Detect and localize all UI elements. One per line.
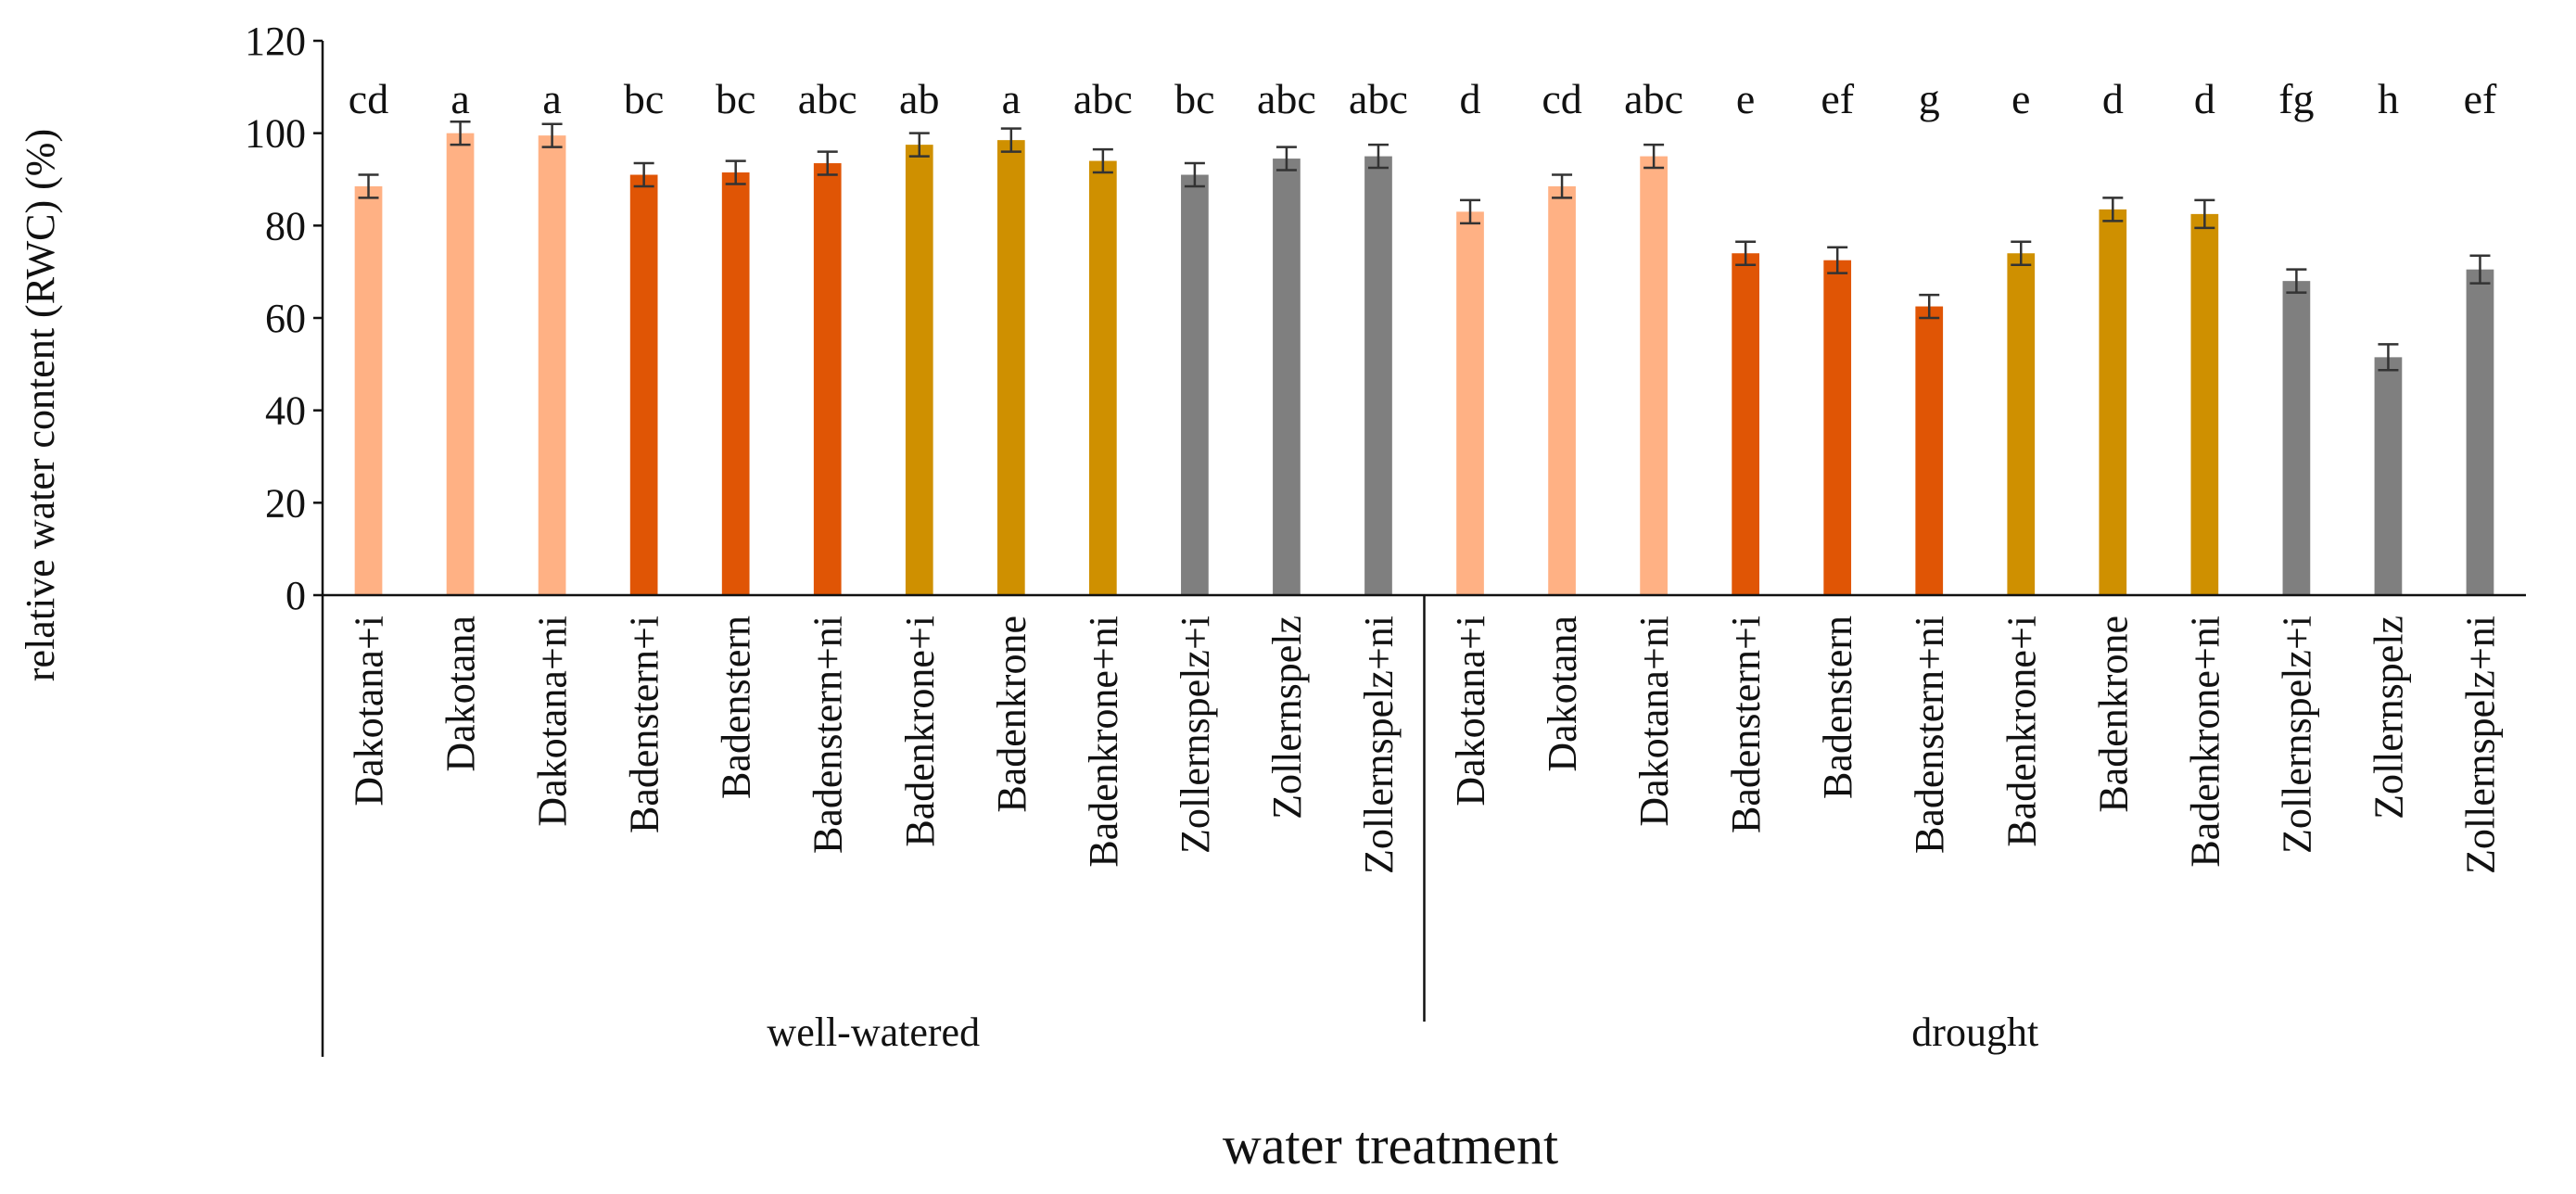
category-label: Badenkrone+ni <box>1081 616 1126 868</box>
category-label: Zollernspelz+ni <box>1356 616 1402 874</box>
y-tick-label: 20 <box>265 480 306 526</box>
bar-drought-Dakotana+i <box>1456 211 1484 595</box>
bar-drought-Dakotana <box>1548 185 1576 595</box>
category-label: Badenkrone+i <box>1999 616 2044 847</box>
category-label: Badenkrone <box>989 616 1034 813</box>
bar-well-watered-Zollernspelz+ni <box>1364 156 1392 596</box>
bar-well-watered-Dakotana <box>446 133 475 595</box>
category-label: Dakotana+ni <box>530 616 576 827</box>
significance-letter: d <box>2102 75 2124 122</box>
bar-well-watered-Dakotana+ni <box>538 135 566 596</box>
significance-letter: abc <box>1624 75 1683 122</box>
significance-letter: d <box>2194 75 2215 122</box>
bar-well-watered-Badenstern+i <box>629 174 658 595</box>
bar-well-watered-Zollernspelz+i <box>1181 174 1209 595</box>
significance-letter: ab <box>899 75 939 122</box>
category-label: Badenkrone+ni <box>2182 616 2227 868</box>
bar-well-watered-Badenkrone+ni <box>1088 160 1117 596</box>
bar-well-watered-Badenstern+ni <box>813 163 842 595</box>
significance-letter: ef <box>1821 75 1854 122</box>
y-tick-label: 40 <box>265 388 306 434</box>
bar-well-watered-Badenkrone+i <box>905 145 933 595</box>
category-label: Dakotana <box>1540 616 1585 772</box>
significance-letter: bc <box>624 75 664 122</box>
category-label: Badenkrone+i <box>897 616 943 847</box>
category-label: Zollernspelz+ni <box>2457 616 2503 874</box>
significance-letter: d <box>1460 75 1481 122</box>
category-label: Zollernspelz <box>2366 616 2411 819</box>
bar-drought-Zollernspelz+ni <box>2466 269 2494 595</box>
y-tick-label: 100 <box>245 111 306 157</box>
bar-drought-Zollernspelz+i <box>2282 281 2311 595</box>
bar-drought-Badenstern <box>1823 260 1852 595</box>
bars: cd a a bc bc abc ab a abc bc abc abc d cd abc e ef g e d d fg… <box>349 75 2497 596</box>
y-tick-label: 80 <box>265 203 306 248</box>
bar-drought-Badenkrone <box>2099 209 2127 595</box>
y-tick-label: 120 <box>245 19 306 64</box>
category-label: Zollernspelz+i <box>1173 616 1218 854</box>
y-axis: 0 20 40 60 80 100 120 <box>245 19 324 618</box>
y-tick-label: 0 <box>286 573 306 618</box>
significance-letter: abc <box>1257 75 1316 122</box>
y-tick-label: 60 <box>265 296 306 341</box>
significance-letter: abc <box>1073 75 1133 122</box>
bar-drought-Badenstern+ni <box>1915 306 1944 595</box>
significance-letter: abc <box>798 75 857 122</box>
significance-letter: cd <box>1542 75 1581 122</box>
group-label-well-watered: well-watered <box>767 1010 980 1055</box>
category-label: Badenstern <box>1815 616 1860 799</box>
significance-letter: g <box>1919 75 1940 122</box>
y-axis-title: relative water content (RWC) (%) <box>18 129 63 681</box>
category-label: Badenstern <box>714 616 759 799</box>
bar-drought-Zollernspelz <box>2374 357 2403 595</box>
category-label: Badenstern+ni <box>806 616 851 854</box>
significance-letter: bc <box>1174 75 1214 122</box>
significance-letter: a <box>450 75 469 122</box>
bar-well-watered-Badenkrone <box>996 140 1025 595</box>
significance-letter: ef <box>2464 75 2497 122</box>
category-label: Dakotana+i <box>1448 616 1493 807</box>
significance-letter: fg <box>2278 75 2314 122</box>
category-label: Zollernspelz <box>1264 616 1310 819</box>
bar-drought-Badenkrone+i <box>2007 253 2036 595</box>
category-label: Badenstern+i <box>622 616 667 833</box>
significance-letter: a <box>542 75 561 122</box>
bar-drought-Dakotana+ni <box>1640 156 1668 596</box>
bar-drought-Badenstern+i <box>1732 253 1760 595</box>
category-label: Badenkrone <box>2090 616 2136 813</box>
group-label-drought: drought <box>1911 1010 2038 1055</box>
category-label: Badenstern+i <box>1723 616 1769 833</box>
bar-well-watered-Badenstern <box>721 172 750 595</box>
significance-letter: cd <box>349 75 388 122</box>
significance-letter: h <box>2378 75 2399 122</box>
significance-letter: e <box>1736 75 1755 122</box>
category-label: Zollernspelz+i <box>2274 616 2319 854</box>
bar-drought-Badenkrone+ni <box>2190 213 2219 595</box>
category-label: Badenstern+ni <box>1907 616 1952 854</box>
bar-well-watered-Dakotana+i <box>354 185 383 595</box>
bar-well-watered-Zollernspelz <box>1273 159 1301 595</box>
x-axis-title: water treatment <box>1223 1115 1558 1175</box>
significance-letter: a <box>1002 75 1021 122</box>
category-label: Dakotana+ni <box>1631 616 1677 827</box>
category-label: Dakotana+i <box>347 616 392 807</box>
x-axis: Dakotana+i Dakotana Dakotana+ni Badenstern+… <box>321 593 2526 1057</box>
significance-letter: bc <box>716 75 755 122</box>
significance-letter: abc <box>1349 75 1408 122</box>
category-label: Dakotana <box>438 616 484 772</box>
significance-letter: e <box>2011 75 2030 122</box>
